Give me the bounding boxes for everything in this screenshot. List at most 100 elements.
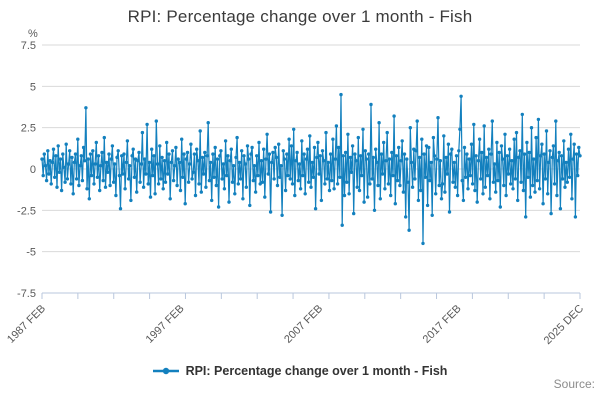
data-point-marker <box>148 195 153 199</box>
data-point-marker <box>168 197 172 201</box>
data-point-marker <box>328 152 333 156</box>
data-point-marker <box>335 182 340 186</box>
data-point-marker <box>322 159 326 163</box>
data-point-marker <box>296 178 300 183</box>
data-point-marker <box>339 92 343 97</box>
data-point-marker <box>324 130 328 135</box>
data-point-marker <box>43 164 48 168</box>
data-point-marker <box>354 159 358 163</box>
data-point-marker <box>394 154 399 158</box>
data-point-marker <box>562 139 566 143</box>
data-point-marker <box>540 142 544 146</box>
data-point-marker <box>185 150 190 155</box>
data-point-marker <box>51 147 56 151</box>
data-point-marker <box>457 149 461 153</box>
data-point-marker <box>93 162 97 166</box>
data-point-marker <box>240 149 244 153</box>
data-point-marker <box>289 144 294 148</box>
data-point-marker <box>78 164 82 168</box>
data-point-marker <box>578 154 582 158</box>
data-point-marker <box>348 155 352 160</box>
data-point-marker <box>304 157 309 161</box>
data-point-marker <box>275 183 280 188</box>
data-point-marker <box>511 187 515 191</box>
data-point-marker <box>270 160 274 165</box>
data-point-marker <box>443 190 447 194</box>
data-point-marker <box>307 180 311 184</box>
data-point-marker <box>159 177 163 181</box>
data-point-marker <box>458 127 462 131</box>
data-point-marker <box>66 162 71 166</box>
data-point-marker <box>362 200 366 204</box>
y-tick-label: -5 <box>26 247 36 259</box>
data-point-marker <box>566 147 571 151</box>
data-point-marker <box>163 180 168 184</box>
data-point-marker <box>173 164 177 168</box>
data-point-marker <box>532 157 536 161</box>
data-point-marker <box>111 180 116 184</box>
data-point-marker <box>218 154 222 158</box>
data-point-marker <box>371 155 375 160</box>
data-point-marker <box>520 112 524 117</box>
data-point-marker <box>94 140 99 145</box>
data-point-marker <box>337 145 341 150</box>
data-point-marker <box>193 193 198 198</box>
series-marker-icon <box>152 366 179 376</box>
data-point-marker <box>105 160 109 165</box>
data-point-marker <box>368 182 372 186</box>
data-point-marker <box>274 155 279 160</box>
data-point-marker <box>292 127 296 131</box>
data-point-marker <box>162 159 167 163</box>
data-point-marker <box>543 177 548 181</box>
data-point-marker <box>135 190 139 194</box>
data-point-marker <box>245 144 250 148</box>
data-point-marker <box>437 183 441 188</box>
data-point-marker <box>298 187 303 191</box>
data-point-marker <box>564 160 568 165</box>
data-point-marker <box>404 215 408 219</box>
data-point-marker <box>529 126 534 130</box>
data-point-marker <box>473 188 477 193</box>
data-point-marker <box>223 139 228 143</box>
data-point-marker <box>136 159 140 163</box>
data-point-marker <box>522 152 527 156</box>
data-point-marker <box>155 162 160 166</box>
x-tick-label: 2017 FEB <box>421 303 464 346</box>
data-point-marker <box>369 102 373 107</box>
data-point-marker <box>256 173 260 178</box>
data-point-marker <box>121 172 125 176</box>
data-point-marker <box>109 157 114 161</box>
data-point-marker <box>316 140 320 145</box>
data-point-marker <box>402 152 407 156</box>
data-point-marker <box>71 192 75 196</box>
data-point-marker <box>86 157 90 161</box>
data-point-marker <box>279 164 283 168</box>
data-point-marker <box>331 137 335 141</box>
data-point-marker <box>528 195 533 199</box>
data-point-marker <box>510 159 514 163</box>
data-point-marker <box>460 178 464 183</box>
data-point-marker <box>385 130 389 135</box>
data-point-marker <box>273 145 277 150</box>
data-point-marker <box>476 159 481 163</box>
data-point-marker <box>208 160 213 165</box>
legend-item[interactable]: RPI: Percentage change over 1 month - Fi… <box>0 364 600 378</box>
data-point-marker <box>260 180 265 184</box>
data-point-marker <box>50 160 55 165</box>
data-point-marker <box>271 150 275 155</box>
data-point-marker <box>301 173 305 178</box>
data-point-marker <box>561 177 565 181</box>
data-point-marker <box>294 159 298 163</box>
data-point-marker <box>477 137 482 141</box>
data-point-marker <box>410 185 415 189</box>
data-point-marker <box>459 94 463 99</box>
data-point-marker <box>139 162 143 166</box>
data-point-marker <box>288 177 292 181</box>
data-point-marker <box>422 152 426 156</box>
data-point-marker <box>309 185 313 189</box>
data-point-marker <box>40 157 44 161</box>
y-axis-unit-label: % <box>28 28 38 40</box>
x-tick-label: 1987 FEB <box>5 303 48 346</box>
data-point-marker <box>439 197 444 201</box>
